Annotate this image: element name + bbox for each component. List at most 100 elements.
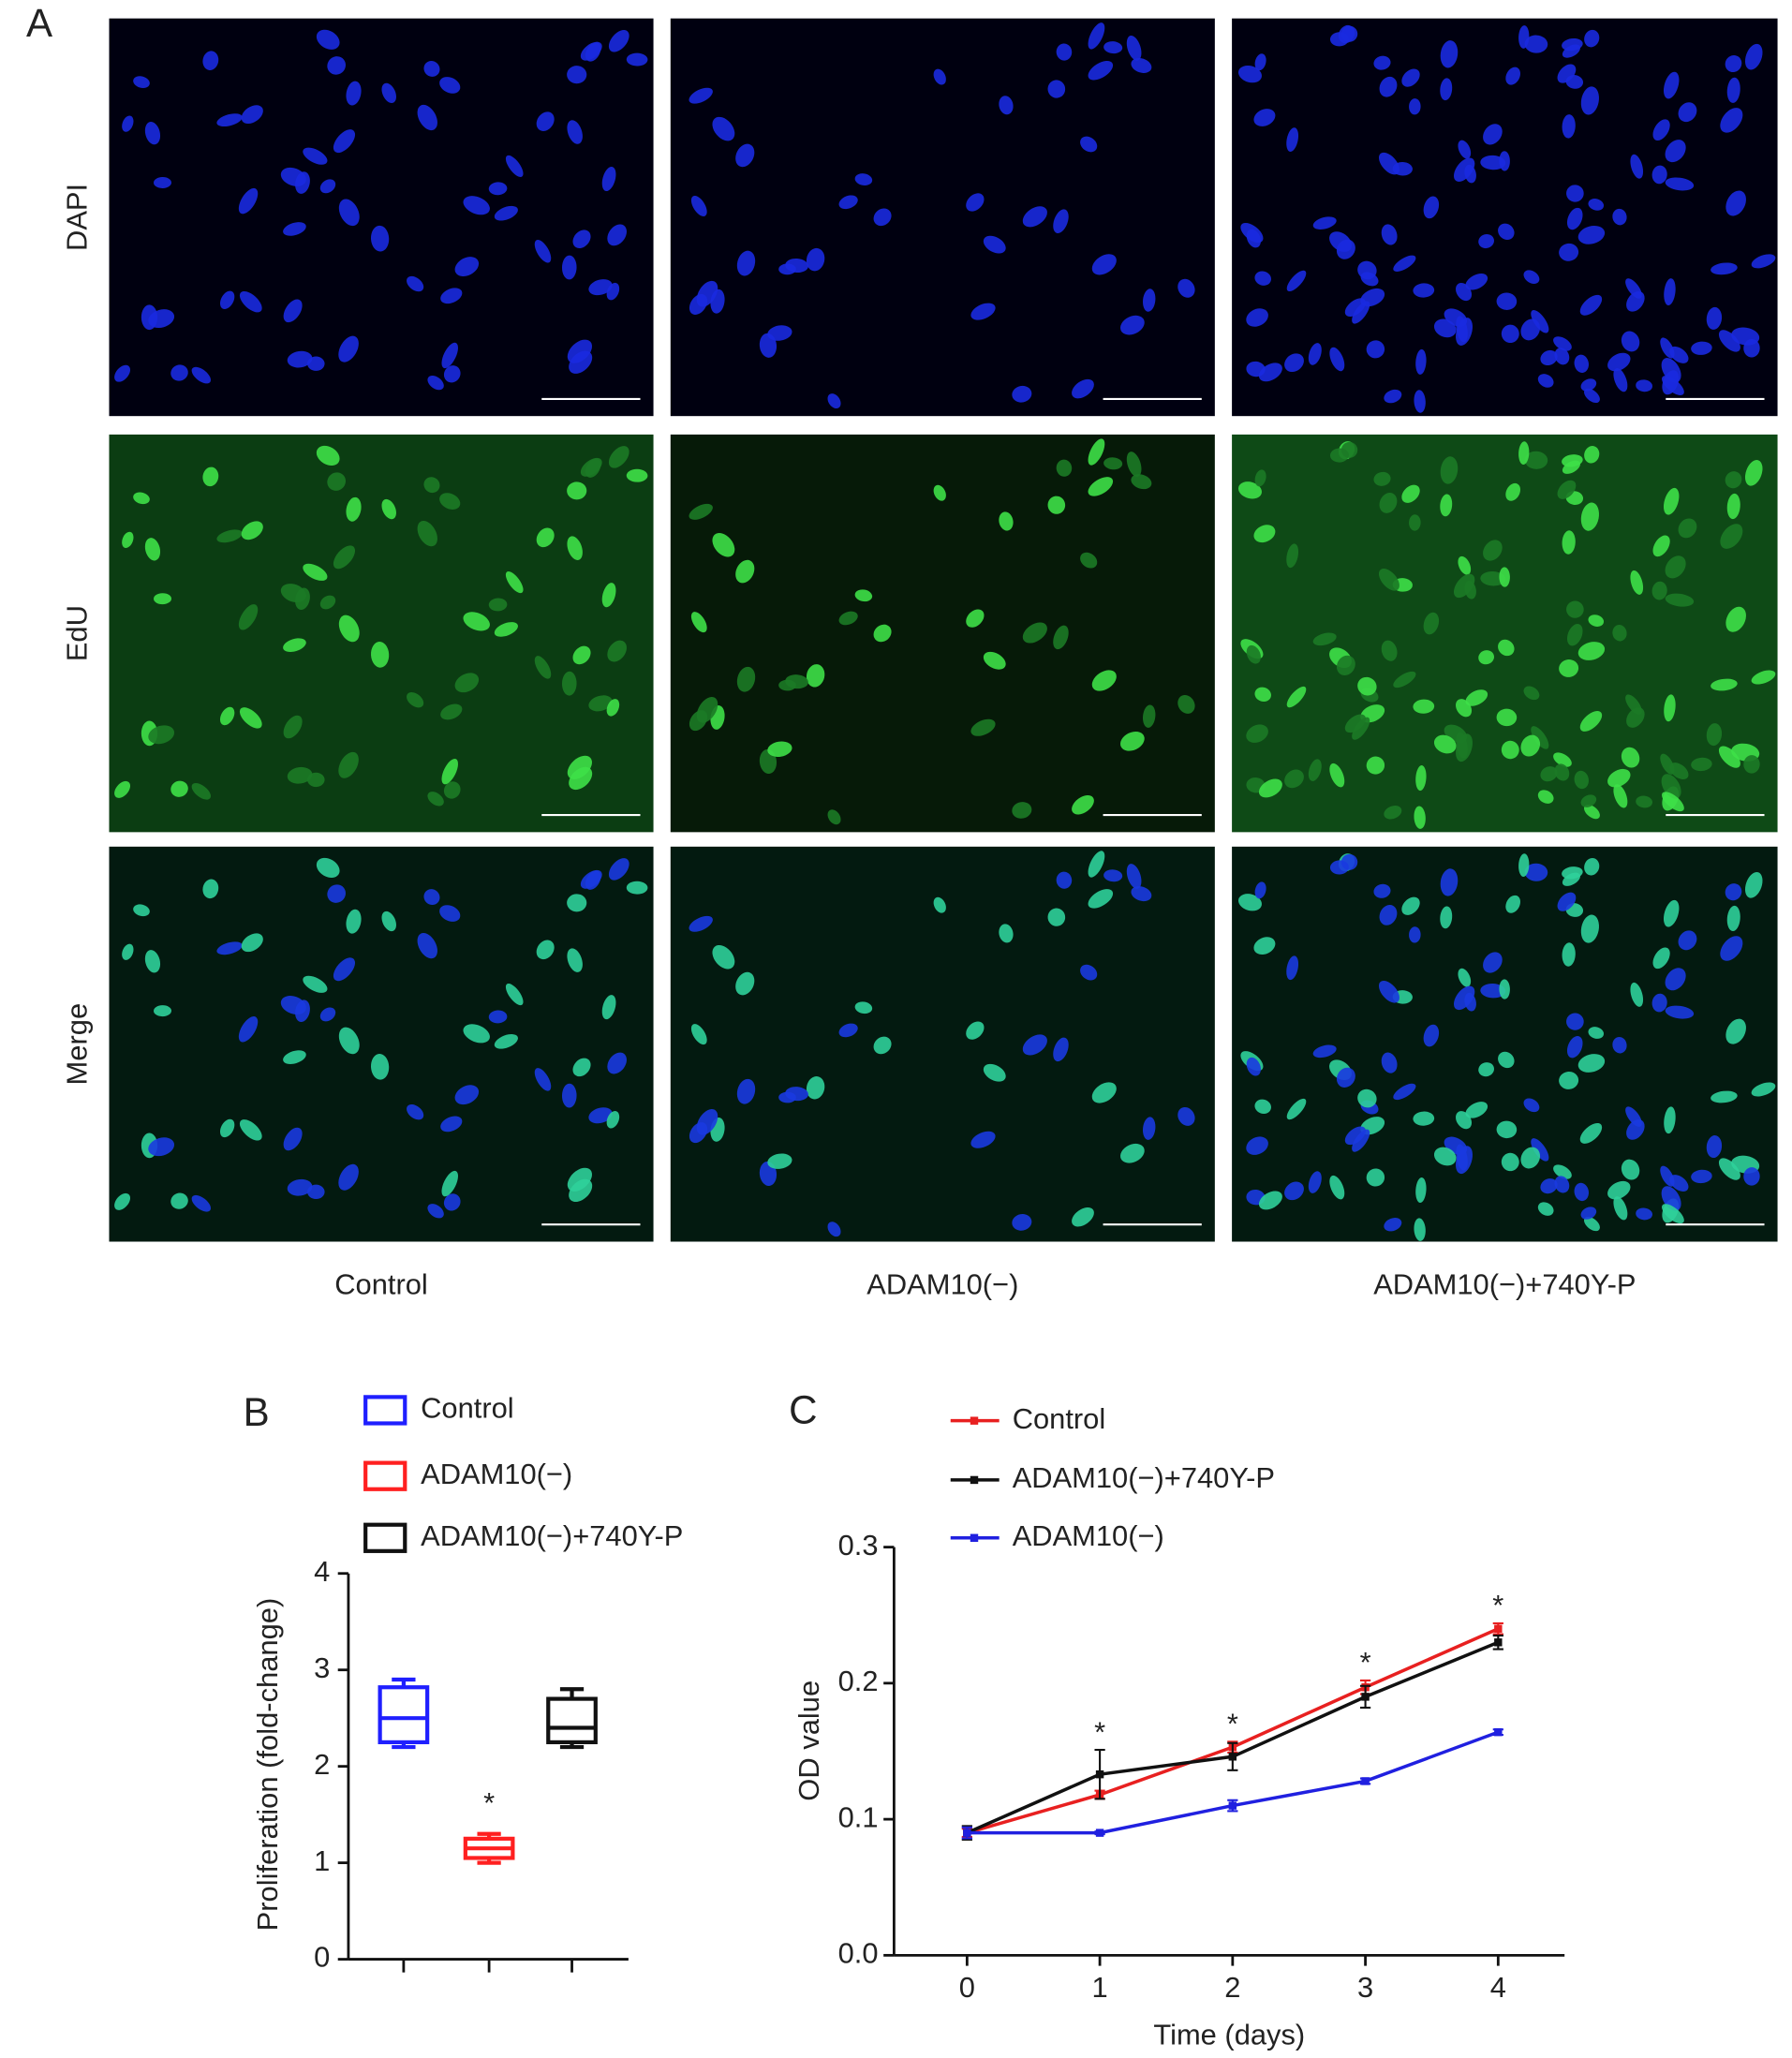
nucleus xyxy=(1378,980,1400,1003)
nucleus xyxy=(1012,1214,1032,1231)
nucleus xyxy=(1258,778,1282,798)
nucleus xyxy=(767,741,792,757)
nucleus xyxy=(1253,109,1276,126)
nucleus xyxy=(1126,35,1142,61)
nucleus xyxy=(1329,347,1345,372)
nucleus xyxy=(1126,452,1142,477)
nucleus xyxy=(1329,1175,1345,1200)
nucleus xyxy=(1669,762,1689,780)
nucleus xyxy=(1483,540,1503,561)
nucleus xyxy=(1531,726,1549,749)
y-axis-label: OD value xyxy=(792,1680,825,1801)
micrograph xyxy=(1232,846,1778,1242)
nucleus xyxy=(1498,639,1515,657)
nucleus xyxy=(1711,1090,1738,1103)
nucleus xyxy=(1286,955,1299,981)
nucleus xyxy=(1284,769,1304,789)
nucleus xyxy=(827,1221,841,1237)
nucleus xyxy=(1254,53,1266,71)
nucleus xyxy=(1237,894,1262,911)
micrograph xyxy=(109,18,654,417)
nucleus xyxy=(1284,353,1304,373)
nucleus xyxy=(1373,883,1391,898)
x-tick-label: 3 xyxy=(1357,1971,1373,2004)
nucleus xyxy=(1636,1207,1653,1221)
nucleus xyxy=(1478,1062,1494,1077)
nucleus xyxy=(241,933,263,953)
nucleus xyxy=(1413,699,1435,714)
nucleus xyxy=(1478,233,1494,249)
nucleus xyxy=(1725,1018,1746,1044)
nucleus xyxy=(1553,1164,1572,1179)
nucleus xyxy=(1357,260,1377,280)
nucleus xyxy=(1501,740,1519,760)
nucleus xyxy=(122,115,134,132)
nucleus xyxy=(933,484,946,501)
nucleus xyxy=(966,609,985,628)
nucleus xyxy=(1665,593,1695,607)
nucleus xyxy=(1329,32,1349,47)
nucleus xyxy=(1725,471,1742,489)
nucleus xyxy=(1401,896,1420,915)
nucleus xyxy=(534,239,552,263)
nucleus xyxy=(588,1107,613,1124)
nucleus xyxy=(133,904,150,917)
nucleus xyxy=(608,858,629,881)
nucleus xyxy=(1562,866,1583,880)
legend-label: Control xyxy=(1013,1402,1106,1435)
nucleus xyxy=(440,703,463,720)
nucleus xyxy=(999,511,1014,531)
nucleus xyxy=(1237,481,1262,499)
nucleus xyxy=(1630,570,1644,595)
nucleus xyxy=(316,445,340,466)
annotation: * xyxy=(483,1786,495,1819)
x-tick-label: 0 xyxy=(959,1971,975,2004)
nucleus xyxy=(283,638,306,652)
nucleus xyxy=(966,1021,985,1040)
nucleus xyxy=(1725,606,1746,632)
nucleus xyxy=(1607,768,1631,788)
nucleus xyxy=(441,1170,458,1197)
nucleus xyxy=(1483,952,1503,973)
nucleus xyxy=(1312,632,1337,646)
nucleus xyxy=(1553,336,1572,351)
nucleus xyxy=(1254,469,1266,487)
y-tick-label: 0 xyxy=(314,1941,330,1974)
nucleus xyxy=(689,503,713,520)
nucleus xyxy=(170,1192,188,1209)
nucleus xyxy=(827,809,841,825)
nucleus xyxy=(536,527,555,548)
nucleus xyxy=(1725,883,1742,901)
nucleus xyxy=(1726,493,1740,520)
nucleus xyxy=(1246,1136,1268,1155)
nucleus xyxy=(202,466,219,487)
nucleus xyxy=(1120,1143,1145,1163)
row-label: EdU xyxy=(60,605,93,661)
nucleus xyxy=(1047,80,1066,98)
nucleus xyxy=(1080,136,1098,153)
nucleus xyxy=(303,975,328,993)
nucleus xyxy=(219,1118,235,1138)
nucleus xyxy=(1142,704,1156,728)
nucleus xyxy=(1607,352,1631,372)
nucleus xyxy=(1312,216,1337,229)
nucleus xyxy=(1651,165,1667,185)
nucleus xyxy=(696,1108,718,1135)
nucleus xyxy=(1480,984,1506,999)
nucleus xyxy=(170,780,188,797)
nucleus xyxy=(1524,863,1548,881)
nucleus xyxy=(1246,229,1261,248)
nucleus xyxy=(287,1178,313,1196)
legend-label: ADAM10(−)+740Y-P xyxy=(1013,1461,1275,1494)
nucleus xyxy=(1662,1204,1684,1224)
nucleus xyxy=(1663,899,1680,927)
nucleus xyxy=(239,707,262,729)
nucleus xyxy=(1480,155,1506,170)
nucleus xyxy=(838,195,858,210)
panel-label: B xyxy=(244,1390,270,1434)
nucleus xyxy=(1523,686,1540,701)
nucleus xyxy=(1381,640,1398,661)
nucleus xyxy=(1464,580,1476,600)
nucleus xyxy=(1706,1135,1723,1159)
nucleus xyxy=(505,571,524,594)
